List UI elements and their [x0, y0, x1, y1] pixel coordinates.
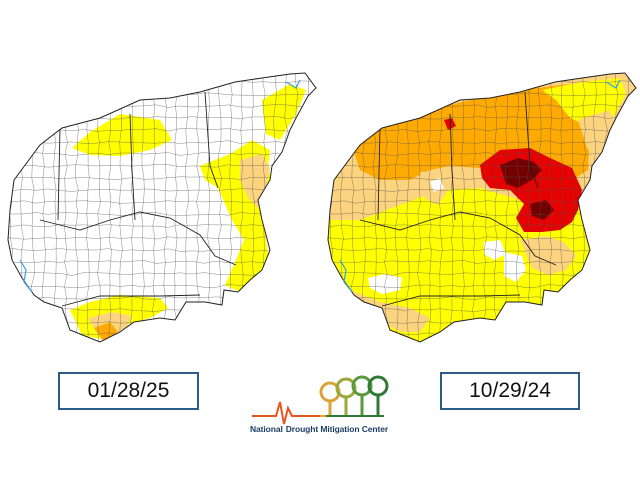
logo-text: National Drought Mitigation Center [250, 424, 400, 434]
river [19, 259, 33, 293]
state-line [39, 211, 237, 266]
logo-text-part1: National [250, 424, 283, 434]
logo-text-part2: Drought Mitigation Center [285, 424, 389, 434]
date-label-left: 01/28/25 [58, 372, 199, 410]
state-line [524, 91, 539, 189]
date-label-right: 10/29/24 [440, 372, 580, 410]
river [285, 79, 301, 89]
d4-area [500, 158, 542, 188]
river [339, 259, 353, 293]
d1-area [520, 236, 576, 275]
county-boundaries [8, 73, 316, 342]
tree-logo-icon [252, 375, 389, 425]
state-line [377, 127, 381, 221]
state-line [204, 91, 219, 189]
d2-area [94, 322, 118, 342]
d4-area [530, 200, 554, 220]
state-line [57, 127, 61, 221]
d0-area [72, 114, 172, 156]
drought-map-left [0, 70, 322, 370]
region-outline [327, 72, 637, 343]
state-line [129, 113, 136, 221]
no-drought-area [484, 240, 506, 260]
d1-area [350, 290, 430, 332]
river [605, 79, 621, 89]
state-line [381, 294, 521, 307]
ndmc-logo: National Drought Mitigation Center [250, 372, 400, 442]
d0-area [262, 84, 306, 140]
state-line [449, 113, 456, 221]
state-line [359, 211, 557, 266]
drought-map-right [320, 70, 640, 370]
county-boundaries [328, 73, 636, 342]
no-drought-area [504, 252, 526, 282]
state-line [61, 294, 201, 307]
region-outline [7, 72, 317, 343]
